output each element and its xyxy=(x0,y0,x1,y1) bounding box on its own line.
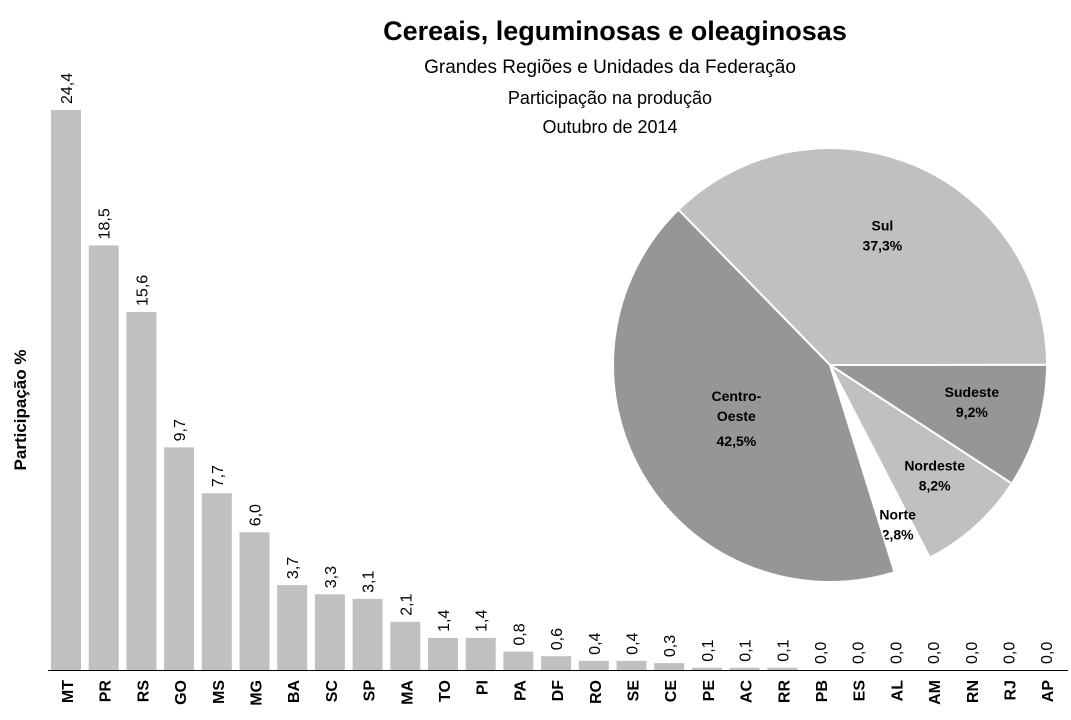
bar xyxy=(277,585,308,670)
x-tick-label: PR xyxy=(98,680,115,703)
bar xyxy=(691,667,722,670)
value-label: 0,0 xyxy=(813,642,830,664)
bar xyxy=(239,532,270,670)
pie-slice xyxy=(827,362,1014,560)
bar xyxy=(465,637,496,670)
value-label: 3,1 xyxy=(361,571,378,593)
x-tick-label: RR xyxy=(776,680,793,704)
pie-slice xyxy=(612,208,896,583)
bar xyxy=(428,637,458,670)
slice-label: Nordeste xyxy=(904,458,965,474)
value-label: 18,5 xyxy=(97,208,114,239)
bar xyxy=(164,447,195,670)
x-tick-label: PI xyxy=(475,680,492,695)
value-label: 7,7 xyxy=(210,465,227,487)
x-tick-label: RN xyxy=(965,680,982,703)
x-tick-label: TO xyxy=(437,680,454,702)
bar xyxy=(126,311,157,670)
value-label: 0,0 xyxy=(964,642,981,664)
subtitle: Grandes Regiões e Unidades da Federação xyxy=(424,57,796,78)
x-tick-label: SC xyxy=(324,680,341,703)
bar xyxy=(729,667,760,670)
x-tick-label: SP xyxy=(362,680,379,702)
value-label: 0,0 xyxy=(1002,642,1019,664)
value-label: 0,6 xyxy=(549,628,566,650)
x-tick-label: PE xyxy=(701,680,718,702)
bar xyxy=(352,598,383,670)
bar xyxy=(390,621,421,670)
bar xyxy=(503,651,534,670)
x-tick-label: AL xyxy=(889,680,906,702)
value-label: 0,0 xyxy=(888,642,905,664)
value-label: 6,0 xyxy=(248,504,265,526)
slice-value-label: 8,2% xyxy=(919,478,951,494)
pie-slice xyxy=(826,363,1049,485)
bar xyxy=(767,667,798,670)
bar xyxy=(616,660,647,670)
x-tick-label: MG xyxy=(249,680,266,706)
slice-label: Centro-Oeste xyxy=(711,388,761,424)
chart-title: Cereais, leguminosas e oleaginosas xyxy=(383,16,847,46)
value-label: 3,3 xyxy=(323,566,340,588)
value-label: 0,1 xyxy=(775,639,792,661)
value-label: 0,0 xyxy=(851,642,868,664)
bar xyxy=(541,656,572,670)
bar xyxy=(314,594,345,670)
x-tick-label: MS xyxy=(211,680,228,704)
value-label: 0,0 xyxy=(1039,642,1056,664)
x-tick-label: SE xyxy=(626,680,643,702)
x-tick-label: PB xyxy=(814,680,831,702)
slice-label: Sudeste xyxy=(945,384,1000,400)
x-tick-label: RJ xyxy=(1003,680,1020,700)
x-tick-label: DF xyxy=(550,680,567,702)
x-tick-label: RO xyxy=(588,680,605,704)
slice-value-label: 2,8% xyxy=(882,527,914,543)
x-tick-label: AM xyxy=(927,680,944,705)
value-label: 0,4 xyxy=(587,632,604,654)
value-label: 9,7 xyxy=(172,419,189,441)
bar xyxy=(88,245,119,671)
x-tick-label: CE xyxy=(663,680,680,703)
bar xyxy=(51,110,81,670)
subtitle: Outubro de 2014 xyxy=(542,117,677,137)
x-tick-label: AC xyxy=(739,680,756,704)
slice-label: Norte xyxy=(879,507,916,523)
bar xyxy=(201,493,232,670)
value-label: 0,1 xyxy=(700,639,717,661)
x-tick-label: BA xyxy=(286,680,303,704)
pie-slice xyxy=(677,147,1049,367)
x-tick-label: MA xyxy=(399,680,416,705)
x-tick-label: GO xyxy=(173,680,190,705)
x-tick-label: AP xyxy=(1040,680,1057,703)
x-tick-label: RS xyxy=(135,680,152,703)
value-label: 3,7 xyxy=(285,557,302,579)
x-tick-label: MT xyxy=(60,680,77,703)
value-label: 0,1 xyxy=(738,639,755,661)
x-tick-label: PA xyxy=(512,680,529,701)
slice-value-label: 37,3% xyxy=(863,238,903,254)
bar xyxy=(578,660,609,670)
value-label: 15,6 xyxy=(134,275,151,306)
subtitle: Participação na produção xyxy=(508,88,712,108)
value-label: 0,4 xyxy=(625,632,642,654)
y-axis-label: Participação % xyxy=(11,350,30,471)
value-label: 2,1 xyxy=(398,593,415,615)
value-label: 0,3 xyxy=(662,635,679,657)
value-label: 0,8 xyxy=(511,623,528,645)
x-tick-label: ES xyxy=(852,680,869,702)
slice-label: Sul xyxy=(872,218,894,234)
slice-value-label: 42,5% xyxy=(717,433,757,449)
slice-value-label: 9,2% xyxy=(956,404,988,420)
value-label: 1,4 xyxy=(474,610,491,632)
value-label: 24,4 xyxy=(59,73,76,104)
bar xyxy=(654,663,685,670)
value-label: 1,4 xyxy=(436,610,453,632)
value-label: 0,0 xyxy=(926,642,943,664)
